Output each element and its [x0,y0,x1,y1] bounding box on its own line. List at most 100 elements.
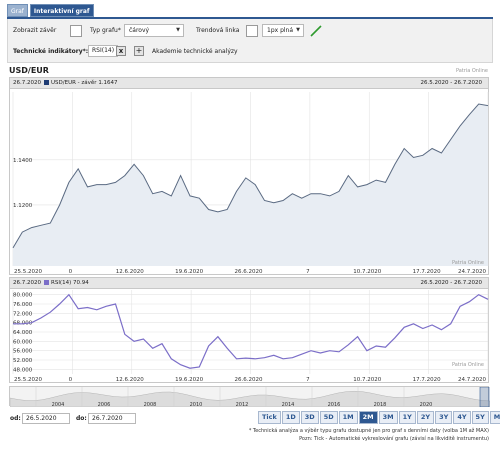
x-tick-label: 7 [306,269,310,275]
chart-toolbar: Zobrazit závěr Typ grafu* čárový ▼ Trend… [7,19,493,63]
to-date-input[interactable]: 26.7.2020 [88,413,136,424]
navigator-year-label: 2006 [98,402,111,407]
zoom-button-3m[interactable]: 3M [378,411,398,424]
x-tick-label: 7 [306,377,310,383]
series-line [13,293,489,369]
academy-link[interactable]: Akademie technické analýzy [152,48,238,55]
x-tick-label: 25.5.2020 [14,269,42,275]
y-tick-label: 56.000 [13,349,33,355]
show-volume-label: Zobrazit závěr [13,27,57,34]
footnote-tick: Pozn: Tick - Automatické vykreslování gr… [299,436,489,442]
plus-icon: + [135,46,143,55]
footnote-technical: * Technická analýza a výběr typu grafu d… [248,428,489,434]
rsi-panel-range: 26.5.2020 - 26.7.2020 [420,280,482,286]
x-tick-label: 0 [69,269,73,275]
zoom-buttons: Tick1D3D5D1M2M3M1Y2Y3Y4Y5YMax [258,411,500,424]
chevron-down-icon: ▼ [176,27,180,33]
price-panel-credit: Patria Online [451,260,484,266]
rsi-chart-panel[interactable]: 26.7.2020 RSI(14) 70.94 26.5.2020 - 26.7.… [9,277,489,383]
draw-line-icon[interactable] [309,24,323,38]
zoom-button-1y[interactable]: 1Y [398,411,416,424]
y-tick-label: 52.000 [13,358,33,364]
x-tick-label: 0 [69,377,73,383]
to-label: do: [76,415,87,422]
chart-type-select[interactable]: čárový ▼ [124,24,184,37]
zoom-button-tick[interactable]: Tick [258,411,281,424]
navigator-chart[interactable]: 2004 2006 2008 2010 2012 2014 2016 2018 2020 [9,386,491,408]
x-tick-label: 25.5.2020 [14,377,42,383]
rsi-date-text: 26.7.2020 [13,280,41,286]
series-line [12,103,489,249]
x-tick-label: 24.7.2020 [458,269,486,275]
x-tick-label: 12.6.2020 [116,377,144,383]
zoom-button-3d[interactable]: 3D [300,411,319,424]
rsi-panel-date: 26.7.2020 RSI(14) 70.94 [13,278,89,288]
tab-underline [7,17,493,19]
zoom-button-2m[interactable]: 2M [358,411,378,424]
price-panel-date: 26.7.2020 USD/EUR - závěr 1.1647 [13,78,118,88]
navigator-year-label: 2008 [144,402,157,407]
navigator-year-label: 2018 [374,402,387,407]
rsi-series-label: RSI(14) 70.94 [51,280,89,286]
show-volume-checkbox[interactable] [70,25,82,37]
x-tick-label: 26.6.2020 [235,377,263,383]
series-color-swatch [44,79,49,85]
series-area [13,104,488,266]
line-width-value: 1px plná [267,27,294,34]
zoom-button-3y[interactable]: 3Y [435,411,453,424]
zoom-button-1m[interactable]: 1M [338,411,358,424]
tab-bar: Graf Interaktivní graf [7,4,94,17]
remove-indicator-button[interactable]: x [116,46,126,56]
price-panel-range: 26.5.2020 - 26.7.2020 [420,80,482,86]
add-indicator-button[interactable]: + [134,46,144,56]
price-series-label: USD/EUR - závěr 1.1647 [51,80,118,86]
zoom-button-5y[interactable]: 5Y [471,411,489,424]
y-tick-label: 76.000 [13,302,33,308]
zoom-button-4y[interactable]: 4Y [453,411,471,424]
chevron-down-icon: ▼ [296,27,300,33]
x-tick-label: 10.7.2020 [353,269,381,275]
navigator-year-label: 2020 [420,402,433,407]
y-tick-label: 1.1400 [13,158,33,164]
y-tick-label: 80.000 [13,293,33,299]
x-tick-label: 10.7.2020 [353,377,381,383]
y-tick-label: 64.000 [13,330,33,336]
chart-type-label: Typ grafu* [90,27,121,34]
x-tick-label: 26.6.2020 [235,269,263,275]
indicators-label: Technické indikátory*: [13,48,89,55]
zoom-button-2y[interactable]: 2Y [416,411,435,424]
close-icon: x [118,47,124,55]
price-chart-panel[interactable]: 26.7.2020 USD/EUR - závěr 1.1647 26.5.202… [9,77,489,275]
zoom-button-1d[interactable]: 1D [281,411,300,424]
price-chart[interactable]: 25.5.2020 0 12.6.2020 19.6.2020 26.6.2020 7 10… [10,78,490,276]
indicator-tag-rsi: RSI(14) [88,45,119,57]
from-label: od: [10,415,21,422]
zoom-button-max[interactable]: Max [489,411,500,424]
navigator-selection-handle [479,386,490,408]
trendline-label: Trendová linka [196,27,240,34]
price-panel-header: 26.7.2020 USD/EUR - závěr 1.1647 26.5.202… [10,78,488,89]
time-navigator[interactable]: 2004 2006 2008 2010 2012 2014 2016 2018 2020 [9,386,491,408]
price-date-text: 26.7.2020 [13,80,41,86]
navigator-year-label: 2016 [328,402,341,407]
credit-top: Patria Online [455,68,488,74]
from-date-input[interactable]: 26.5.2020 [22,413,70,424]
y-tick-label: 48.000 [13,367,33,373]
line-width-select[interactable]: 1px plná ▼ [262,24,304,37]
rsi-panel-credit: Patria Online [451,362,484,368]
x-tick-label: 19.6.2020 [175,377,203,383]
y-tick-label: 60.000 [13,339,33,345]
zoom-button-5d[interactable]: 5D [319,411,338,424]
trendline-color-box[interactable] [246,25,258,37]
tab-graf[interactable]: Graf [7,4,28,17]
tab-interactive-graf[interactable]: Interaktivní graf [29,4,94,17]
navigator-year-label: 2004 [52,402,65,407]
y-tick-label: 72.000 [13,311,33,317]
navigator-year-label: 2010 [190,402,203,407]
x-tick-label: 19.6.2020 [175,269,203,275]
rsi-chart[interactable]: 25.5.2020 0 12.6.2020 19.6.2020 26.6.2020 7 10… [10,278,490,384]
footnotes: * Technická analýza a výběr typu grafu d… [249,427,489,443]
chart-type-value: čárový [129,27,150,34]
x-tick-label: 17.7.2020 [413,269,441,275]
series-color-swatch [44,279,49,285]
